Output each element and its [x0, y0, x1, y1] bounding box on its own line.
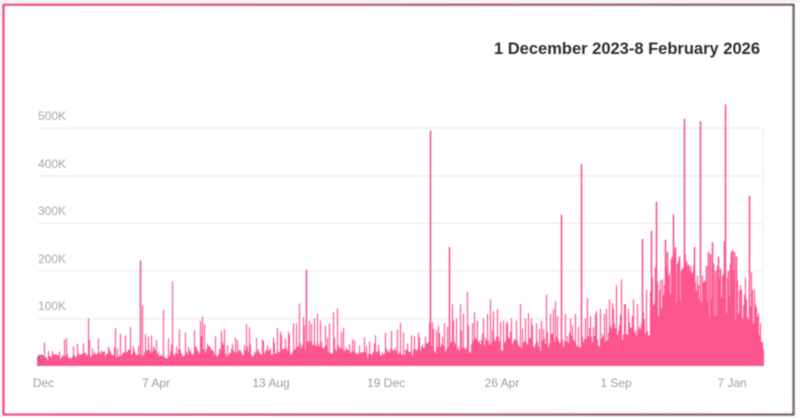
svg-text:0: 0 — [38, 352, 45, 366]
